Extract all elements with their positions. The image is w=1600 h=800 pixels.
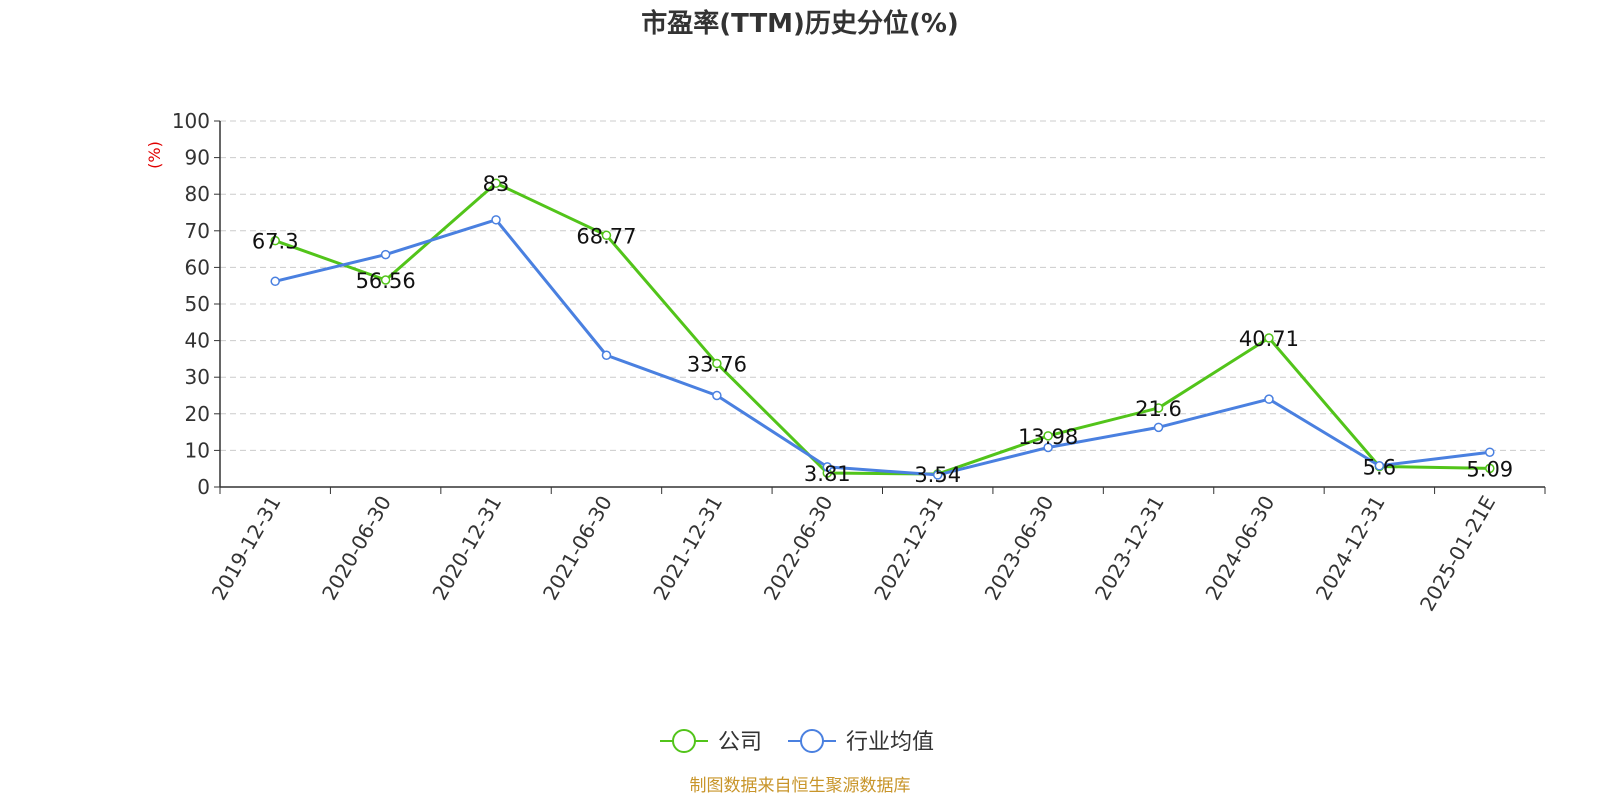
data-point-0: [1264, 333, 1274, 343]
data-point-1: [380, 249, 391, 260]
data-label: 5.09: [1466, 457, 1513, 481]
data-point-0: [270, 235, 280, 246]
data-point-1: [491, 215, 501, 225]
y-tick-label: 50: [185, 292, 210, 316]
data-point-1: [601, 350, 612, 360]
data-point-0: [601, 230, 612, 241]
chart-title: 市盈率(TTM)历史分位(%): [641, 8, 959, 39]
legend-label: 行业均值: [846, 730, 934, 755]
data-point-1: [822, 462, 833, 472]
series-line-0: [274, 181, 1490, 476]
data-point-1: [1264, 394, 1274, 404]
source-note: 制图数据来自恒生聚源数据库: [690, 776, 911, 796]
x-tick-label: 2021-12-31: [648, 492, 727, 605]
y-axis-ticks: 0 10 20 30 40 50 60 70 80 90 100: [172, 109, 220, 499]
data-point-1: [1374, 461, 1385, 471]
series-points: [270, 178, 1495, 480]
x-tick-label: 2020-06-30: [317, 492, 396, 605]
data-point-0: [380, 275, 391, 285]
data-point-1: [932, 470, 943, 480]
x-tick-label: 2023-12-31: [1090, 492, 1169, 605]
data-label: 13.98: [1018, 425, 1078, 449]
x-axis-ticks: 2019-12-31 2020-06-30 2020-12-31 2021-06-30…: [207, 487, 1546, 616]
x-tick-label: 2020-12-31: [427, 492, 506, 605]
series-line-1: [274, 218, 1490, 477]
legend-item-0[interactable]: 公司: [660, 729, 762, 755]
series-lines: [274, 181, 1490, 477]
data-point-0: [491, 178, 501, 188]
data-point-1: [1043, 442, 1053, 453]
x-tick-label: 2021-06-30: [538, 492, 617, 605]
y-tick-label: 10: [185, 438, 210, 462]
data-labels: 67.3 56.56 83 68.77 33.76 3.81 3.54 13.98 21.6 40…: [252, 172, 1513, 487]
grid-lines: [220, 120, 1545, 451]
data-point-0: [1043, 431, 1053, 441]
x-tick-label: 2019-12-31: [207, 492, 286, 605]
data-label: 56.56: [356, 269, 416, 293]
x-tick-label: 2022-12-31: [869, 492, 948, 605]
x-tick-label: 2025-01-21E: [1415, 492, 1500, 616]
x-tick-label: 2024-12-31: [1311, 492, 1390, 605]
data-label: 40.71: [1239, 327, 1299, 351]
data-label: 3.81: [804, 462, 851, 486]
data-point-1: [1153, 422, 1164, 433]
data-label: 67.3: [252, 230, 299, 254]
data-point-0: [712, 358, 722, 369]
y-axis-unit-label: (%): [145, 141, 164, 169]
y-tick-label: 0: [197, 475, 210, 499]
y-tick-label: 60: [185, 255, 210, 279]
legend[interactable]: 公司 行业均值: [660, 729, 934, 755]
y-tick-label: 80: [185, 182, 210, 206]
y-tick-label: 90: [185, 146, 210, 170]
data-point-1: [1485, 447, 1495, 457]
x-tick-label: 2024-06-30: [1200, 492, 1279, 605]
data-label: 68.77: [576, 224, 636, 248]
legend-item-1[interactable]: 行业均值: [788, 729, 934, 755]
y-tick-label: 30: [185, 365, 210, 389]
data-point-1: [270, 276, 280, 287]
data-point-0: [1153, 403, 1164, 413]
y-tick-label: 100: [172, 109, 210, 133]
legend-marker: [672, 729, 696, 753]
x-tick-label: 2022-06-30: [759, 492, 838, 605]
data-label: 5.6: [1363, 456, 1396, 480]
data-label: 3.54: [914, 463, 961, 487]
data-point-0: [1485, 463, 1495, 474]
legend-marker: [800, 729, 824, 753]
y-tick-label: 70: [185, 219, 210, 243]
data-point-1: [712, 390, 722, 401]
y-tick-label: 20: [185, 402, 210, 426]
y-tick-label: 40: [185, 329, 210, 353]
x-tick-label: 2023-06-30: [980, 492, 1059, 605]
data-label: 83: [483, 172, 510, 196]
legend-label: 公司: [718, 730, 762, 755]
data-label: 21.6: [1135, 397, 1182, 421]
data-label: 33.76: [687, 352, 747, 376]
